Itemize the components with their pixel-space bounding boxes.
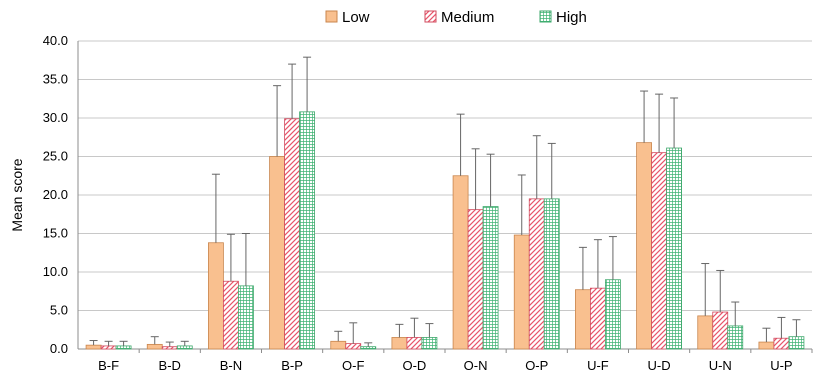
legend-label-medium: Medium	[441, 9, 494, 26]
x-tick-label: B-N	[220, 358, 242, 373]
bar-low-o-n	[452, 175, 469, 350]
bar-medium-u-n	[712, 311, 729, 350]
bar-medium-o-p	[528, 198, 545, 350]
y-tick-label: 30.0	[43, 110, 68, 125]
bar-high-u-f	[605, 279, 621, 350]
bar-high-b-p	[299, 111, 315, 350]
legend: Low Medium High	[325, 9, 587, 26]
bar-low-u-f	[575, 289, 591, 350]
bar-high-o-n	[482, 206, 499, 350]
x-tick-label: O-N	[464, 358, 488, 373]
bar-medium-u-d	[651, 152, 667, 350]
bar-low-b-n	[208, 242, 224, 350]
bar-low-u-p	[758, 341, 775, 350]
bar-medium-u-f	[590, 287, 606, 350]
bar-high-b-n	[238, 285, 254, 350]
bar-low-o-d	[391, 337, 408, 350]
bar-medium-o-f	[345, 343, 362, 350]
bar-medium-o-d	[406, 337, 423, 350]
bars	[85, 111, 805, 350]
bar-low-b-d	[146, 343, 163, 350]
x-tick-label: O-D	[402, 358, 426, 373]
bar-low-o-f	[330, 340, 347, 350]
bar-low-u-d	[636, 142, 652, 350]
bar-high-o-p	[543, 198, 560, 350]
bar-low-o-p	[513, 234, 530, 350]
legend-label-low: Low	[342, 9, 370, 26]
bar-medium-b-p	[284, 118, 300, 350]
bar-high-u-p	[788, 336, 805, 350]
legend-swatch-medium	[424, 10, 437, 23]
bar-high-o-f	[360, 346, 377, 350]
bar-medium-b-d	[161, 346, 178, 350]
gridlines	[78, 40, 812, 311]
error-bars	[89, 56, 801, 347]
x-tick-label: O-P	[525, 358, 548, 373]
legend-label-high: High	[556, 9, 587, 26]
x-tick-label: B-F	[98, 358, 119, 373]
x-tick-label: U-F	[587, 358, 609, 373]
bar-low-b-p	[269, 156, 285, 350]
y-tick-label: 5.0	[50, 303, 68, 318]
y-tick-label: 25.0	[43, 149, 68, 164]
bar-medium-b-n	[223, 280, 239, 350]
bar-high-o-d	[421, 337, 438, 350]
x-tick-label: U-P	[770, 358, 792, 373]
bar-medium-o-n	[467, 209, 484, 350]
y-tick-label: 20.0	[43, 187, 68, 202]
axis-labels: 0.0 5.0 10.0 15.0 20.0 25.0 30.0 35.0 40.0 Mean s…	[9, 33, 793, 373]
x-tick-label: U-D	[648, 358, 671, 373]
bar-low-u-n	[697, 315, 714, 350]
x-tick-label: B-D	[159, 358, 181, 373]
x-tick-label: B-P	[281, 358, 303, 373]
legend-swatch-low	[325, 10, 338, 23]
bar-high-b-d	[176, 345, 193, 350]
bar-medium-b-f	[100, 345, 117, 350]
bar-low-b-f	[85, 344, 102, 350]
y-tick-label: 0.0	[50, 341, 68, 356]
bar-high-u-n	[727, 325, 744, 350]
y-tick-label: 15.0	[43, 226, 68, 241]
y-tick-label: 40.0	[43, 33, 68, 48]
bar-high-b-f	[115, 345, 132, 350]
bar-medium-u-p	[773, 337, 790, 350]
bar-high-u-d	[666, 147, 682, 350]
axes	[77, 41, 813, 353]
x-tick-label: O-F	[342, 358, 364, 373]
legend-swatch-high	[539, 10, 552, 23]
x-tick-label: U-N	[709, 358, 732, 373]
y-axis-label: Mean score	[9, 158, 25, 231]
y-tick-label: 35.0	[43, 72, 68, 87]
y-tick-label: 10.0	[43, 264, 68, 279]
